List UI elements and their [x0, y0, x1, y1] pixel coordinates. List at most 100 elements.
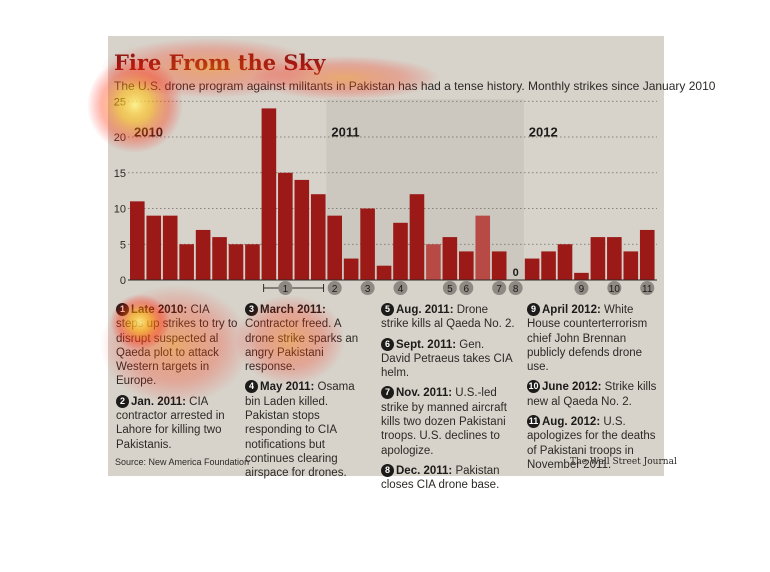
note-text: White House counterterrorism chief John …: [527, 304, 648, 374]
note-text: Contractor freed. A drone strike sparks …: [245, 318, 359, 374]
event-marker-label: 3: [365, 284, 371, 295]
note-number: 3: [245, 303, 258, 316]
note-1: 1 Late 2010: CIA steps up strikes to try …: [116, 303, 238, 389]
y-tick-label: 10: [114, 204, 126, 216]
bar: [541, 251, 556, 280]
y-tick-label: 5: [120, 239, 126, 251]
note-number: 7: [381, 386, 394, 400]
note-number: 5: [381, 303, 394, 316]
notes-column-1: 1 Late 2010: CIA steps up strikes to try …: [116, 303, 238, 458]
note-2: 2 Jan. 2011: CIA contractor arrested in L…: [116, 394, 238, 452]
zero-value-label: 0: [513, 267, 519, 279]
event-marker-label: 5: [447, 284, 453, 295]
note-11: 11 Aug. 2012: U.S. apologizes for the dea…: [527, 415, 659, 472]
event-marker-label: 2: [332, 284, 338, 295]
event-marker-label: 11: [642, 284, 653, 295]
note-9: 9 April 2012: White House counterterroris…: [527, 303, 659, 374]
event-marker-label: 8: [513, 284, 519, 295]
bar: [376, 265, 392, 280]
notes-column-3: 5 Aug. 2011: Drone strike kills al Qaeda …: [381, 303, 515, 499]
notes-column-2: 3 March 2011: Contractor freed. A drone s…: [245, 303, 371, 487]
note-8: 8 Dec. 2011: Pakistan closes CIA drone ba…: [381, 463, 515, 493]
note-10: 10 June 2012: Strike kills new al Qaeda N…: [527, 380, 659, 409]
note-text: Drone strike kills al Qaeda No. 2.: [381, 304, 515, 331]
note-text: Osama bin Laden killed. Pakistan stops r…: [245, 381, 355, 480]
note-number: 10: [527, 380, 540, 394]
note-number: 4: [245, 380, 258, 394]
bar: [409, 194, 425, 280]
event-marker: [508, 281, 523, 295]
event-marker-label: 7: [496, 284, 502, 295]
note-text: Strike kills new al Qaeda No. 2.: [527, 381, 657, 408]
bar: [294, 179, 310, 280]
bar: [130, 201, 145, 280]
bar: [245, 244, 260, 280]
note-4: 4 May 2011: Osama bin Laden killed. Pakis…: [245, 380, 371, 480]
event-marker-label: 10: [609, 284, 621, 295]
note-number: 11: [527, 415, 540, 429]
event-marker: [640, 281, 655, 295]
bar: [212, 237, 227, 280]
year-label: 2011: [331, 124, 359, 139]
bar: [195, 229, 211, 280]
note-date: May 2011:: [260, 381, 315, 394]
notes-column-4: 9 April 2012: White House counterterroris…: [527, 303, 659, 478]
note-date: Aug. 2011:: [396, 304, 454, 316]
event-marker-label: 4: [398, 284, 404, 295]
event-marker: [442, 281, 457, 295]
chart-title: Fire From the Sky: [114, 50, 326, 75]
event-marker: [459, 281, 474, 295]
note-number: 8: [381, 463, 394, 477]
bar: [426, 244, 441, 280]
bar: [162, 215, 178, 280]
chart-subtitle: The U.S. drone program against militants…: [114, 79, 716, 93]
y-tick-label: 15: [114, 168, 126, 180]
note-date: Aug. 2012:: [542, 416, 601, 429]
event-marker: [607, 281, 622, 295]
bar: [459, 251, 474, 280]
bar: [261, 108, 277, 281]
bar: [607, 237, 622, 280]
source-note: Source: New America Foundation: [115, 457, 250, 467]
note-number: 2: [116, 394, 129, 408]
event-marker: [574, 281, 589, 295]
note-date: June 2012:: [542, 381, 602, 394]
note-text: U.S. apologizes for the deaths of Pakist…: [527, 416, 656, 471]
note-5: 5 Aug. 2011: Drone strike kills al Qaeda …: [381, 303, 515, 332]
note-3: 3 March 2011: Contractor freed. A drone s…: [245, 303, 371, 374]
event-marker-label: 9: [579, 284, 585, 295]
bar: [310, 194, 326, 280]
publisher-credit: The Wall Street Journal: [570, 457, 677, 467]
event-marker: [278, 281, 293, 295]
year-band-2011: [326, 99, 524, 280]
bar: [360, 208, 375, 280]
bar: [146, 215, 162, 280]
note-date: Dec. 2011:: [396, 464, 453, 477]
bar: [574, 272, 589, 280]
bar: [228, 244, 244, 280]
year-label: 2012: [529, 124, 558, 139]
y-tick-label: 0: [120, 275, 126, 287]
event-marker-label: 1: [283, 284, 289, 295]
note-date: Sept. 2011:: [396, 338, 457, 351]
bar: [327, 215, 342, 280]
note-number: 6: [381, 337, 394, 351]
year-label: 2010: [134, 124, 163, 139]
note-text: CIA steps up strikes to try to disrupt s…: [116, 304, 238, 388]
note-date: April 2012:: [542, 304, 601, 316]
bar: [557, 244, 573, 280]
note-date: Jan. 2011:: [131, 395, 186, 408]
event-marker-label: 6: [464, 284, 470, 295]
bar: [623, 251, 639, 280]
event-marker: [327, 281, 342, 295]
note-text: Gen. David Petraeus takes CIA helm.: [381, 338, 513, 380]
note-text: U.S.-led strike by manned aircraft kills…: [381, 387, 507, 457]
note-number: 9: [527, 303, 540, 316]
bar: [475, 215, 491, 280]
bar: [393, 222, 408, 280]
bar: [442, 237, 458, 280]
bar: [278, 172, 293, 280]
note-text: Pakistan closes CIA drone base.: [381, 464, 500, 492]
bar: [179, 244, 194, 280]
